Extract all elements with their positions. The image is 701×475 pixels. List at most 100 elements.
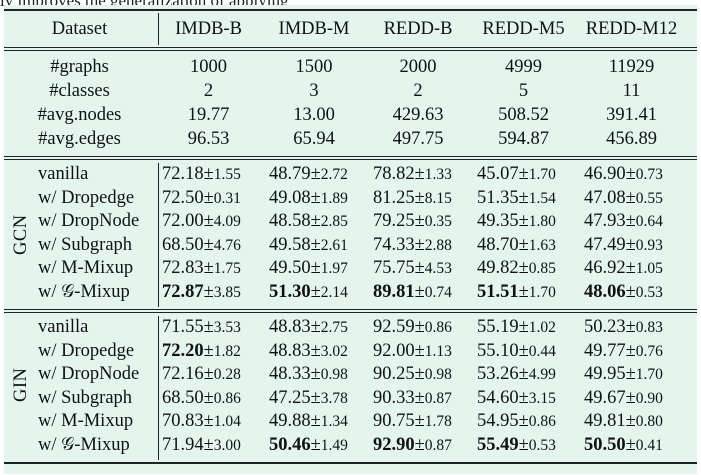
- plus-minus-sign: ±: [625, 164, 636, 184]
- plus-minus-sign: ±: [203, 281, 214, 302]
- std-value: 3.85: [213, 283, 241, 301]
- std-value: 3.78: [320, 389, 348, 407]
- method-row: w/ M-Mixup 72.83±1.75 49.50±1.97 75.75±4.53…: [4, 257, 686, 281]
- mean-value: 70.83: [162, 411, 204, 432]
- mean-value: 72.87: [162, 281, 204, 302]
- mean-value: 74.33: [373, 234, 415, 255]
- plus-minus-sign: ±: [310, 317, 321, 337]
- plus-minus-sign: ±: [414, 258, 425, 279]
- std-value: 1.34: [320, 413, 348, 431]
- cut-off-caption-text: ly improves the generalization of applyi…: [0, 0, 701, 7]
- mean-value: 49.35: [477, 211, 519, 232]
- mean-value: 79.25: [373, 211, 415, 232]
- stats-row-label: #avg.edges: [38, 129, 121, 149]
- method-label: w/ Dropedge: [38, 340, 135, 361]
- std-value: 0.55: [635, 189, 663, 207]
- std-value: 0.53: [635, 283, 663, 301]
- std-value: 1.02: [528, 319, 556, 336]
- best-result-cell: 50.50±0.41: [577, 434, 686, 458]
- std-value: 0.31: [213, 189, 241, 207]
- plus-minus-sign: ±: [518, 258, 529, 279]
- plus-minus-sign: ±: [310, 281, 321, 302]
- result-cell: 46.90±0.73: [577, 163, 686, 187]
- stats-row-label: #graphs: [50, 57, 109, 77]
- mean-value: 46.92: [584, 258, 626, 279]
- mean-value: 78.82: [373, 164, 415, 184]
- mean-value: 72.83: [162, 258, 204, 279]
- plus-minus-sign: ±: [414, 187, 425, 208]
- stats-cell: 5: [518, 81, 529, 101]
- result-cell: 68.50±0.86: [155, 387, 262, 411]
- result-cell: 68.50±4.76: [155, 234, 262, 258]
- mean-value: 48.58: [269, 211, 311, 232]
- stats-cell: 11: [622, 81, 641, 101]
- mean-value: 89.81: [373, 281, 415, 302]
- mean-value: 49.50: [269, 258, 311, 279]
- best-result-cell: 51.30±2.14: [262, 281, 366, 305]
- plus-minus-sign: ±: [414, 411, 425, 432]
- mean-value: 54.60: [477, 387, 519, 408]
- mean-value: 45.07: [477, 164, 519, 184]
- plus-minus-sign: ±: [203, 364, 214, 385]
- std-value: 1.54: [528, 189, 556, 207]
- plus-minus-sign: ±: [518, 364, 529, 385]
- std-value: 0.64: [635, 213, 663, 231]
- std-value: 0.86: [528, 413, 556, 431]
- plus-minus-sign: ±: [310, 364, 321, 385]
- std-value: 0.53: [528, 436, 556, 454]
- plus-minus-sign: ±: [625, 411, 636, 432]
- result-cell: 72.50±0.31: [155, 187, 262, 211]
- mean-value: 92.90: [373, 434, 415, 455]
- mean-value: 49.88: [269, 411, 311, 432]
- method-label: w/ M-Mixup: [38, 258, 134, 279]
- header-vertical-rule: [158, 13, 159, 45]
- plus-minus-sign: ±: [625, 387, 636, 408]
- std-value: 4.76: [213, 236, 241, 254]
- plus-minus-sign: ±: [518, 434, 529, 455]
- top-rule: [4, 9, 697, 11]
- std-value: 1.70: [528, 283, 556, 301]
- result-cell: 92.59±0.86: [366, 316, 470, 340]
- result-cell: 71.55±3.53: [155, 316, 262, 340]
- stats-cell: 429.63: [392, 105, 444, 125]
- result-cell: 54.60±3.15: [470, 387, 577, 411]
- method-row: w/ 𝒢-Mixup 72.87±3.85 51.30±2.14 89.81±0.74…: [4, 281, 686, 305]
- stats-cell: 508.52: [498, 105, 549, 125]
- std-value: 8.15: [424, 189, 452, 207]
- plus-minus-sign: ±: [310, 164, 321, 184]
- result-cell: 49.82±0.85: [470, 257, 577, 281]
- result-cell: 55.10±0.44: [470, 340, 577, 364]
- plus-minus-sign: ±: [203, 187, 214, 208]
- std-value: 1.78: [424, 413, 452, 431]
- best-result-cell: 50.46±1.49: [262, 434, 366, 458]
- best-result-cell: 51.51±1.70: [470, 281, 577, 305]
- stats-cell: 11929: [608, 57, 655, 77]
- result-cell: 71.94±3.00: [155, 434, 262, 458]
- mean-value: 49.77: [584, 340, 626, 361]
- std-value: 0.98: [320, 366, 348, 384]
- plus-minus-sign: ±: [414, 434, 425, 455]
- plus-minus-sign: ±: [518, 411, 529, 432]
- result-cell: 70.83±1.04: [155, 410, 262, 434]
- mean-value: 51.35: [477, 187, 519, 208]
- best-result-cell: 89.81±0.74: [366, 281, 470, 305]
- result-cell: 49.58±2.61: [262, 234, 366, 258]
- mean-value: 68.50: [162, 387, 204, 408]
- mean-value: 49.08: [269, 187, 311, 208]
- std-value: 1.89: [320, 189, 348, 207]
- best-result-cell: 72.20±1.82: [155, 340, 262, 364]
- stats-cell: 391.41: [606, 105, 657, 125]
- result-cell: 50.23±0.83: [577, 316, 686, 340]
- method-row: vanilla 71.55±3.53 48.83±2.75 92.59±0.86 55.…: [4, 316, 686, 340]
- gcn-results-table: vanilla 72.18±1.55 48.79±2.72 78.82±1.33 45.…: [4, 163, 686, 305]
- best-result-cell: 55.49±0.53: [470, 434, 577, 458]
- best-result-cell: 72.87±3.85: [155, 281, 262, 305]
- stats-cell: 2000: [399, 57, 437, 77]
- plus-minus-sign: ±: [414, 281, 425, 302]
- std-value: 1.75: [213, 260, 241, 278]
- result-cell: 78.82±1.33: [366, 163, 470, 187]
- table-panel: Dataset IMDB-B IMDB-M REDD-B REDD-M5 RED…: [4, 5, 697, 474]
- plus-minus-sign: ±: [625, 364, 636, 385]
- mean-value: 55.19: [477, 317, 519, 337]
- result-cell: 49.50±1.97: [262, 257, 366, 281]
